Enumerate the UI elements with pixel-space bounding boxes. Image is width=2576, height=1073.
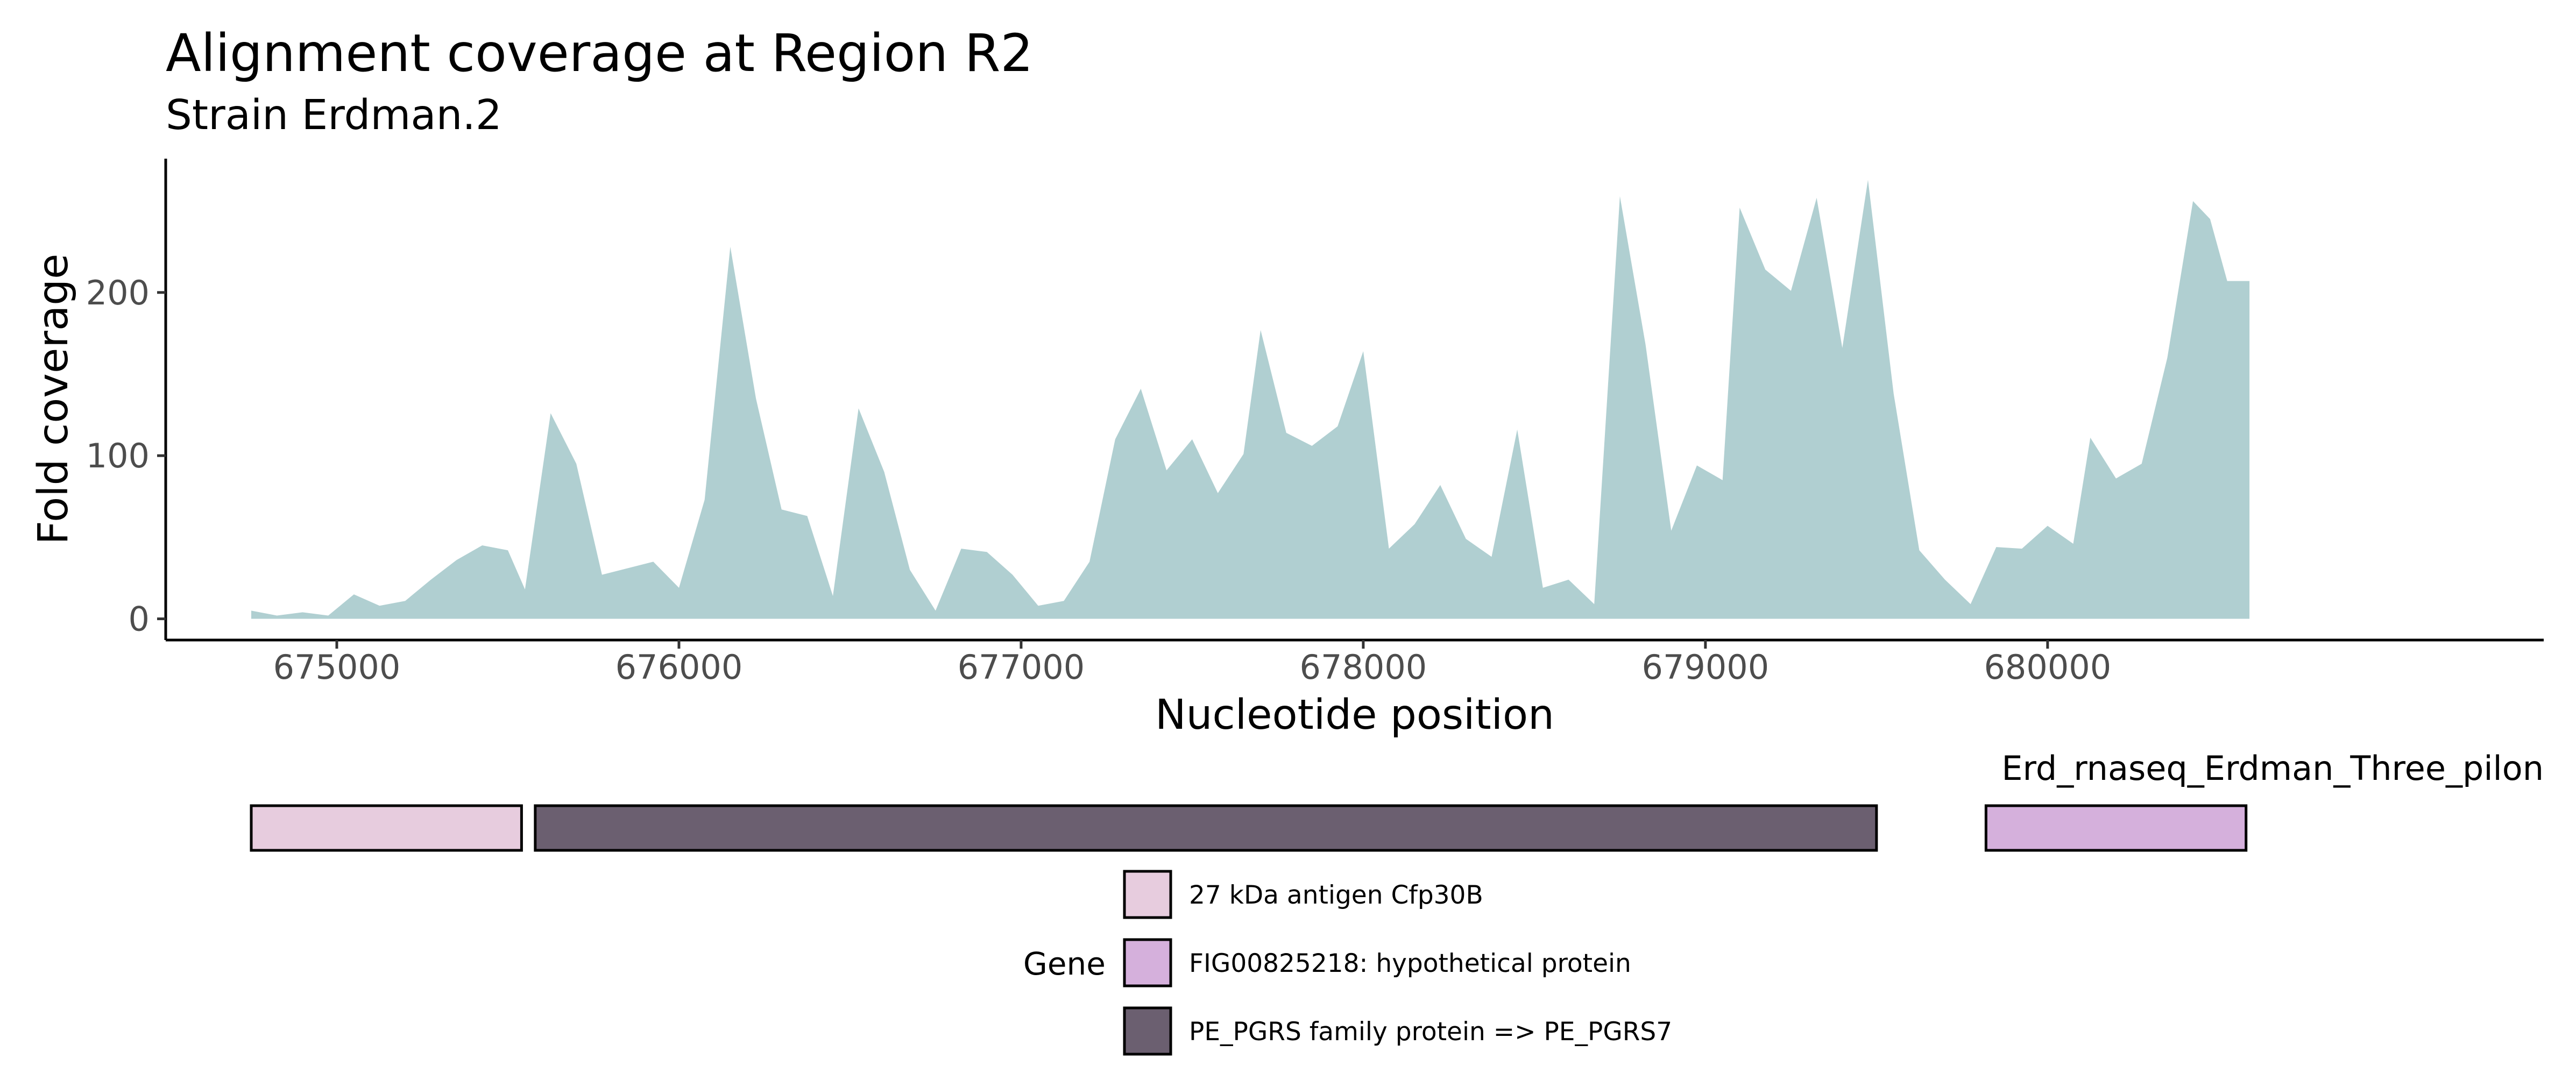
y-axis-title: Fold coverage [30,254,77,545]
gene-box [1984,804,2248,852]
y-axis-ticks: 0 100 200 [86,273,166,639]
x-axis-title: Nucleotide position [1155,691,1554,739]
legend-swatch [1123,870,1172,919]
gene-track-label: Erd_rnaseq_Erdman_Three_pilon [2001,749,2544,788]
legend-title: Gene [1023,946,1106,982]
gene-box [250,804,523,852]
y-tick-label: 0 [129,600,150,639]
legend-label: 27 kDa antigen Cfp30B [1189,880,1483,910]
gene-boxes [250,804,2248,852]
x-tick-label: 677000 [958,648,1085,687]
legend-label: PE_PGRS family protein => PE_PGRS7 [1189,1017,1672,1047]
x-tick-label: 679000 [1642,648,1770,687]
y-tick-label: 100 [86,436,150,475]
legend-label: FIG00825218: hypothetical protein [1189,949,1631,978]
x-tick-label: 676000 [615,648,743,687]
gene-track: Erd_rnaseq_Erdman_Three_pilon [250,749,2544,852]
gene-legend: Gene 27 kDa antigen Cfp30B FIG00825218: h… [1023,870,1672,1056]
x-tick-label: 680000 [1984,648,2111,687]
chart-subtitle: Strain Erdman.2 [166,91,502,139]
legend-swatch [1123,1006,1172,1056]
coverage-area [251,180,2250,619]
gene-box [534,804,1878,852]
chart-title: Alignment coverage at Region R2 [166,23,1034,83]
x-tick-label: 678000 [1300,648,1427,687]
x-tick-label: 675000 [273,648,401,687]
plot-area: 0 100 200 675000 676000 677000 678000 679000 68… [86,159,2544,687]
legend-entries: 27 kDa antigen Cfp30B FIG00825218: hypoth… [1123,870,1672,1056]
y-tick-label: 200 [86,273,150,312]
legend-swatch [1123,938,1172,987]
x-axis-ticks: 675000 676000 677000 678000 679000 680000 [273,640,2111,687]
